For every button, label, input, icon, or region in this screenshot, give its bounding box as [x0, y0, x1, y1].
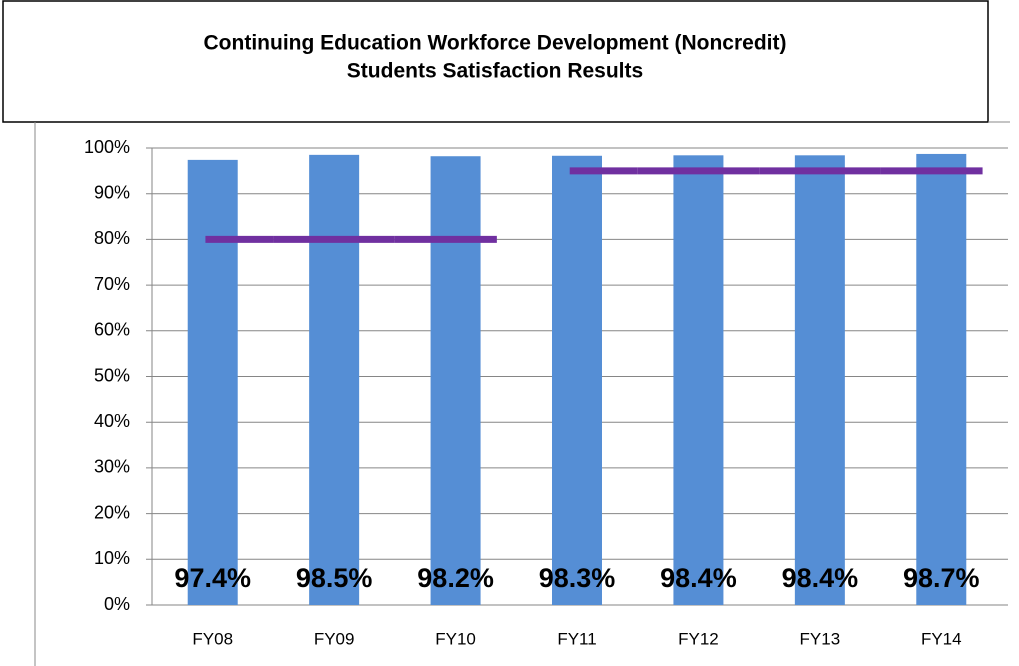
y-tick-label: 100% [84, 137, 130, 157]
y-tick-label: 90% [94, 182, 130, 202]
value-label: 97.4% [174, 563, 251, 593]
x-tick-label: FY12 [678, 629, 719, 648]
x-tick-label: FY13 [800, 629, 841, 648]
bar [916, 153, 967, 606]
chart-title: Continuing Education Workforce Developme… [204, 32, 787, 55]
chart-subtitle: Students Satisfaction Results [347, 60, 643, 83]
value-label: 98.5% [296, 563, 373, 593]
x-tick-label: FY14 [921, 629, 962, 648]
bar [309, 154, 360, 606]
y-tick-label: 0% [104, 594, 130, 614]
x-tick-label: FY08 [192, 629, 233, 648]
y-tick-label: 40% [94, 411, 130, 431]
y-tick-label: 60% [94, 320, 130, 340]
title-box [2, 0, 989, 123]
bar [552, 155, 602, 606]
bar [187, 159, 238, 605]
x-tick-label: FY11 [557, 629, 596, 648]
y-tick-label: 70% [94, 274, 130, 294]
y-tick-label: 20% [94, 502, 130, 522]
value-label: 98.2% [417, 563, 494, 593]
value-label: 98.3% [539, 563, 616, 593]
value-label: 98.4% [782, 563, 859, 593]
x-tick-label: FY09 [314, 629, 355, 648]
bar [673, 155, 724, 605]
bar [430, 156, 481, 605]
value-label: 98.7% [903, 563, 980, 593]
y-tick-label: 80% [94, 228, 130, 248]
bar [794, 155, 845, 605]
x-tick-label: FY10 [435, 629, 476, 648]
y-tick-label: 50% [94, 365, 130, 385]
value-label: 98.4% [660, 563, 737, 593]
y-tick-label: 30% [94, 457, 130, 477]
y-tick-label: 10% [94, 548, 130, 568]
